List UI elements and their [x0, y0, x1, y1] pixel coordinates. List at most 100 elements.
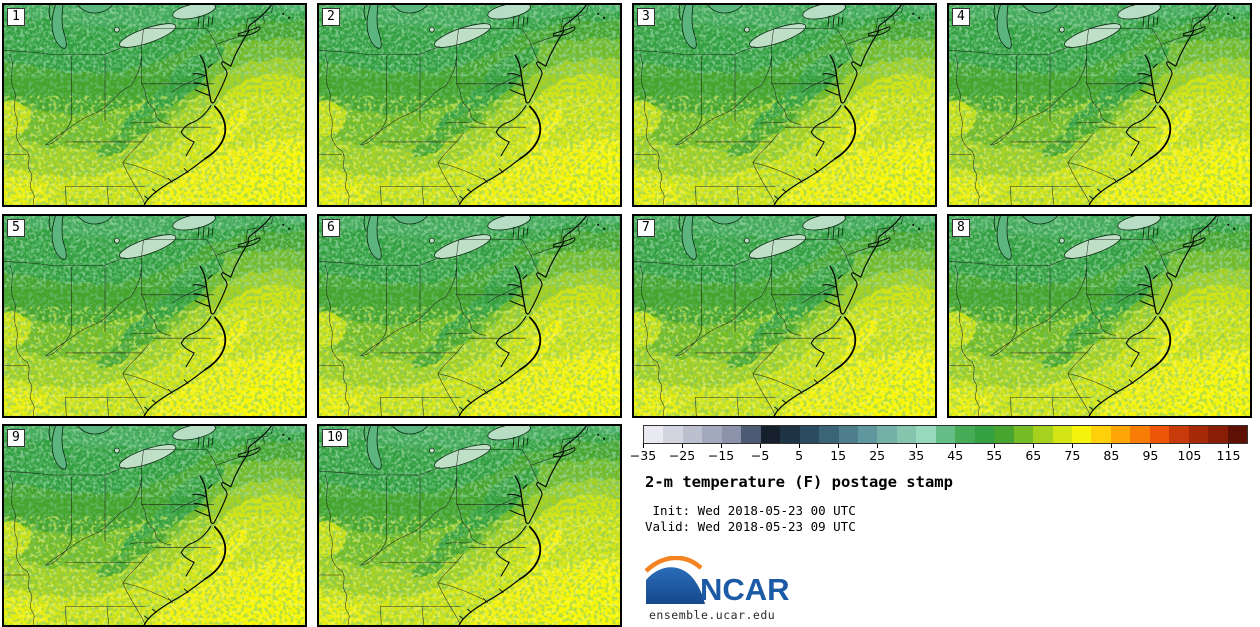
ensemble-panel-6: 6 [317, 214, 622, 418]
ncar-logo: NCAR [644, 556, 790, 606]
colorbar-segment [819, 426, 839, 443]
colorbar-tick-mark [1228, 444, 1230, 448]
colorbar-tick-mark [760, 444, 762, 448]
member-number: 9 [7, 429, 25, 447]
ensemble-panel-4: 4 [947, 3, 1252, 207]
colorbar-tick-mark [877, 444, 879, 448]
colorbar-tick-mark [1033, 444, 1035, 448]
colorbar-tick-mark [1111, 444, 1113, 448]
colorbar-tick-mark [682, 444, 684, 448]
member-number: 10 [322, 429, 348, 447]
colorbar-segment [721, 426, 742, 443]
member-number: 4 [952, 8, 970, 26]
ncar-logo-swoosh [646, 567, 705, 604]
colorbar-tick-mark [1150, 444, 1152, 448]
member-number: 2 [322, 8, 340, 26]
colorbar-ticks: −35 −25 −15 −5 5 15 25 35 45 55 65 75 85 95 105 115 [630, 444, 1248, 466]
colorbar-tick-label: 95 [1142, 448, 1159, 463]
ensemble-panel-7: 7 [632, 214, 937, 418]
colorbar-tick-mark [643, 444, 644, 448]
colorbar-tick-mark [955, 444, 957, 448]
colorbar-tick-label: 5 [795, 448, 804, 463]
colorbar-segment [1188, 426, 1209, 443]
colorbar-tick-label: −25 [668, 448, 696, 463]
temperature-map [634, 5, 935, 205]
colorbar-segment [994, 426, 1014, 443]
colorbar-tick-label: −15 [707, 448, 735, 463]
ensemble-panel-3: 3 [632, 3, 937, 207]
colorbar-segment [1033, 426, 1053, 443]
colorbar-tick-mark [838, 444, 840, 448]
colorbar-segment [916, 426, 936, 443]
colorbar-segment [1130, 426, 1150, 443]
colorbar-tick-label: 55 [986, 448, 1003, 463]
colorbar-segment [663, 426, 683, 443]
colorbar-tick-label: 105 [1177, 448, 1202, 463]
colorbar-segment [682, 426, 703, 443]
temperature-map [949, 5, 1250, 205]
colorbar-segment [780, 426, 800, 443]
colorbar-segment [741, 426, 761, 443]
colorbar-segment [955, 426, 975, 443]
temperature-map [319, 5, 620, 205]
member-number: 8 [952, 219, 970, 237]
ensemble-panel-5: 5 [2, 214, 307, 418]
temperature-map [4, 426, 305, 625]
ensemble-panel-2: 2 [317, 3, 622, 207]
colorbar-tick-label: −5 [750, 448, 770, 463]
colorbar-segment [838, 426, 858, 443]
ncar-logo-text: NCAR [700, 572, 790, 606]
ensemble-panel-10: 10 [317, 424, 622, 627]
colorbar-tick-mark [994, 444, 996, 448]
member-number: 6 [322, 219, 340, 237]
colorbar-tick-label: 115 [1216, 448, 1241, 463]
colorbar-tick-label: −35 [629, 448, 657, 463]
colorbar-segment [1208, 426, 1228, 443]
member-number: 5 [7, 219, 25, 237]
colorbar-segment [1227, 426, 1248, 443]
colorbar-tick-label: 45 [947, 448, 964, 463]
colorbar-segment [935, 426, 956, 443]
temperature-colorbar [643, 425, 1248, 444]
temperature-map [634, 216, 935, 416]
colorbar-segment [760, 426, 781, 443]
colorbar-segment [799, 426, 820, 443]
colorbar-tick-mark [916, 444, 918, 448]
valid-time: Valid: Wed 2018-05-23 09 UTC [645, 519, 856, 534]
page-title: 2-m temperature (F) postage stamp [645, 473, 953, 491]
colorbar-segment [1091, 426, 1111, 443]
colorbar-segment [1052, 426, 1072, 443]
colorbar-tick-mark [799, 444, 801, 448]
colorbar-tick-label: 35 [908, 448, 925, 463]
colorbar-tick-label: 25 [869, 448, 886, 463]
ncar-logo-arc [644, 556, 703, 573]
colorbar-segment [1169, 426, 1189, 443]
site-url: ensemble.ucar.edu [649, 608, 776, 622]
ensemble-panel-1: 1 [2, 3, 307, 207]
colorbar-segment [857, 426, 878, 443]
temperature-map [4, 5, 305, 205]
colorbar-tick-mark [1189, 444, 1191, 448]
member-number: 1 [7, 8, 25, 26]
colorbar-tick-label: 85 [1103, 448, 1120, 463]
colorbar-segment [1071, 426, 1092, 443]
colorbar-segment [1110, 426, 1131, 443]
temperature-map [949, 216, 1250, 416]
colorbar-tick-label: 15 [830, 448, 847, 463]
ensemble-panel-9: 9 [2, 424, 307, 627]
colorbar-segment [877, 426, 897, 443]
colorbar-tick-label: 75 [1064, 448, 1081, 463]
member-number: 3 [637, 8, 655, 26]
colorbar-segment [644, 426, 664, 443]
colorbar-tick-mark [721, 444, 723, 448]
colorbar-tick-mark [1072, 444, 1074, 448]
init-time: Init: Wed 2018-05-23 00 UTC [645, 503, 856, 518]
member-number: 7 [637, 219, 655, 237]
colorbar-segment [702, 426, 722, 443]
colorbar-segment [1149, 426, 1170, 443]
temperature-map [319, 426, 620, 625]
colorbar-segment [974, 426, 995, 443]
ensemble-panel-8: 8 [947, 214, 1252, 418]
colorbar-segment [896, 426, 917, 443]
colorbar-tick-label: 65 [1025, 448, 1042, 463]
